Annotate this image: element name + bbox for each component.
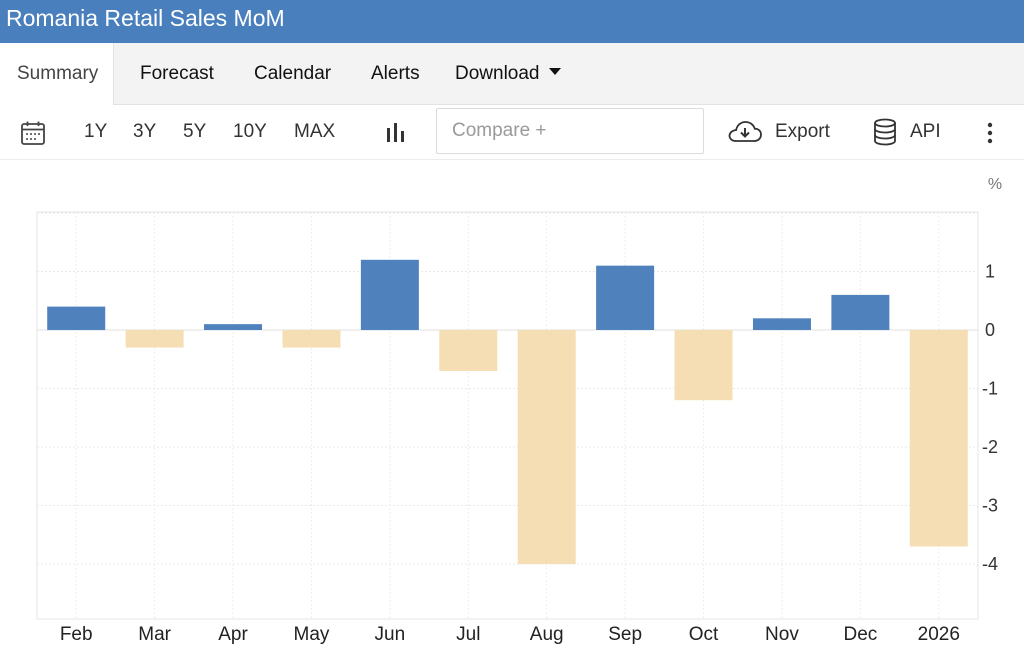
y-tick-label: -3: [982, 496, 998, 516]
tab-calendar[interactable]: Calendar: [254, 63, 332, 84]
range-10y-button[interactable]: 10Y: [233, 121, 267, 142]
bar-feb: [47, 306, 106, 330]
x-tick-label: May: [294, 624, 330, 645]
tab-download[interactable]: Download: [455, 43, 561, 105]
tab-download-label: Download: [455, 63, 540, 84]
bar-aug: [517, 330, 576, 564]
x-tick-label: Jul: [456, 624, 480, 645]
chart-bars: [47, 259, 968, 564]
title-bar: Romania Retail Sales MoM: [0, 0, 1024, 43]
tab-summary[interactable]: Summary: [0, 43, 115, 106]
bar-dec: [831, 294, 890, 330]
x-tick-label: Aug: [530, 624, 564, 645]
chart-grid: [36, 211, 979, 620]
y-tick-label: -1: [982, 379, 998, 399]
y-tick-label: 1: [985, 262, 995, 282]
y-axis-labels: 1 0 -1 -2 -3 -4: [982, 262, 998, 575]
y-tick-label: 0: [985, 320, 995, 340]
bar-jul: [439, 330, 498, 371]
x-tick-label: Jun: [375, 624, 406, 645]
toolbar: 1Y 3Y 5Y 10Y MAX Export API: [0, 105, 1024, 160]
bar-mar: [125, 330, 184, 348]
page-title: Romania Retail Sales MoM: [6, 5, 285, 31]
x-tick-label: 2026: [918, 624, 960, 645]
x-tick-label: Oct: [689, 624, 719, 645]
x-tick-label: Dec: [843, 624, 877, 645]
y-tick-label: -4: [982, 554, 998, 574]
export-button[interactable]: Export: [775, 121, 830, 142]
bar-oct: [674, 330, 733, 401]
bar-nov: [752, 318, 811, 330]
bar-2026: [909, 330, 968, 547]
tab-forecast[interactable]: Forecast: [140, 63, 214, 84]
tab-alerts[interactable]: Alerts: [371, 63, 420, 84]
x-tick-label: Mar: [138, 624, 171, 645]
bar-jun: [360, 259, 419, 330]
x-tick-label: Sep: [608, 624, 642, 645]
range-1y-button[interactable]: 1Y: [84, 121, 108, 142]
calendar-icon[interactable]: [20, 120, 46, 146]
x-tick-label: Nov: [765, 624, 799, 645]
retail-sales-bar-chart: Feb Mar Apr May Jun Jul Aug Sep Oct Nov Dec 2026 1 0…: [36, 176, 1002, 645]
x-tick-label: Apr: [218, 624, 248, 645]
x-tick-label: Feb: [60, 624, 93, 645]
tab-bar: Summary Forecast Calendar Alerts Downloa…: [0, 43, 1024, 106]
bar-apr: [204, 324, 263, 330]
database-icon[interactable]: [872, 118, 898, 146]
bar-may: [282, 330, 341, 348]
plot-frame: [36, 211, 979, 620]
compare-input[interactable]: [436, 108, 704, 154]
more-vertical-icon[interactable]: [982, 121, 998, 145]
cloud-download-icon[interactable]: [727, 119, 763, 145]
api-button[interactable]: API: [910, 121, 941, 142]
bar-sep: [596, 265, 655, 330]
x-axis-labels: Feb Mar Apr May Jun Jul Aug Sep Oct Nov Dec 2026: [60, 624, 960, 645]
range-max-button[interactable]: MAX: [294, 121, 336, 142]
caret-down-icon: [548, 68, 561, 75]
bar-chart-icon[interactable]: [384, 120, 408, 144]
y-axis-unit: %: [988, 176, 1002, 193]
range-5y-button[interactable]: 5Y: [183, 121, 207, 142]
range-3y-button[interactable]: 3Y: [133, 121, 157, 142]
y-tick-label: -2: [982, 437, 998, 457]
